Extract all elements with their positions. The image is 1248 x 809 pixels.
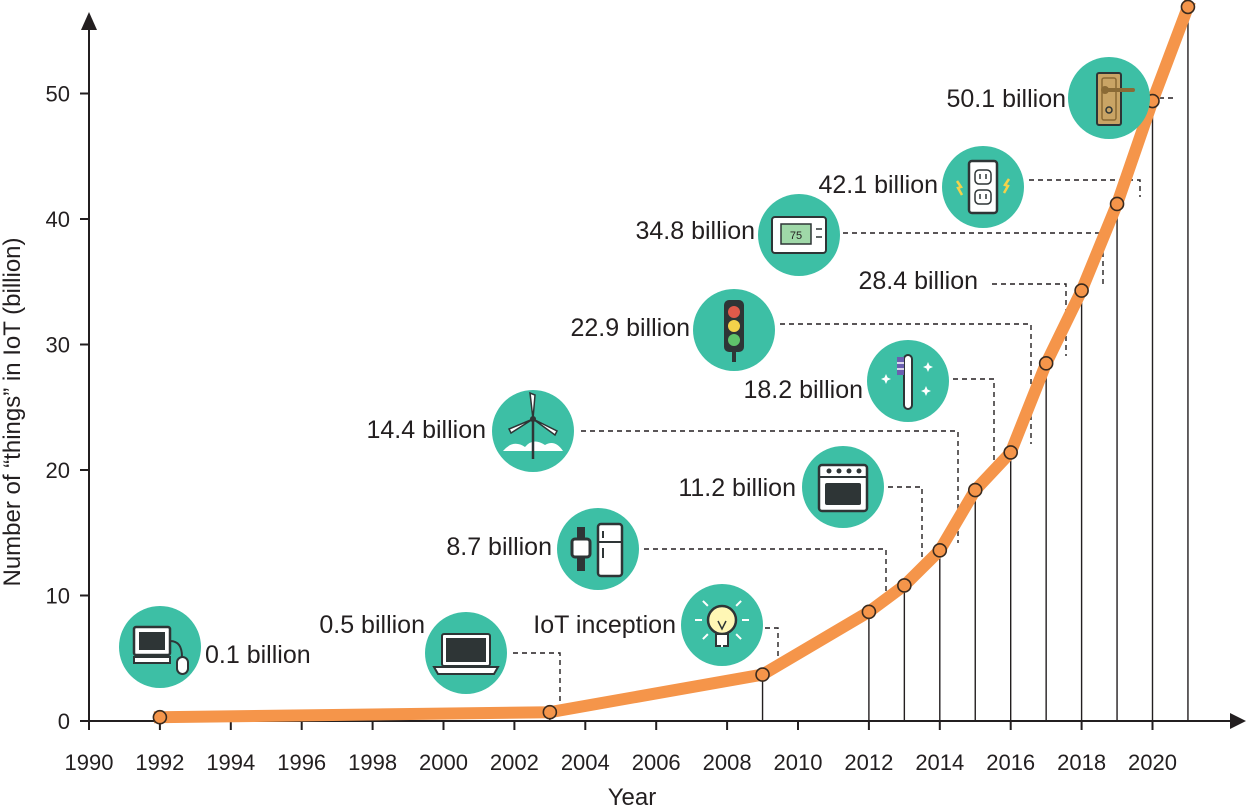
leader-line-5 — [581, 430, 959, 543]
callout-label-11: 50.1 billion — [946, 85, 1066, 113]
callout-label-1: 0.5 billion — [319, 611, 425, 639]
oven-icon — [802, 446, 884, 528]
leader-line-3 — [644, 548, 887, 603]
callout-label-9: 34.8 billion — [635, 217, 755, 245]
x-tick-label-8: 2006 — [632, 750, 681, 775]
x-tick-label-11: 2012 — [844, 750, 893, 775]
data-point-5 — [932, 543, 948, 558]
wind-turbine-icon — [492, 390, 574, 472]
data-point-6 — [967, 482, 983, 498]
leader-line-7 — [780, 323, 1032, 444]
labels-layer: 0.1 billion 0.5 billion IoT inception 8.7 b… — [205, 85, 1066, 669]
data-point-4 — [897, 578, 912, 593]
lightbulb-icon — [681, 584, 763, 666]
x-tick-label-13: 2016 — [986, 750, 1035, 775]
callout-label-2: IoT inception — [533, 611, 676, 639]
x-tick-label-4: 1998 — [348, 750, 397, 775]
callout-label-0: 0.1 billion — [205, 641, 311, 669]
toothbrush-icon — [867, 340, 949, 422]
y-tick-label-1: 10 — [46, 584, 70, 609]
leader-line-2 — [765, 627, 779, 667]
callout-label-3: 8.7 billion — [446, 533, 552, 561]
x-tick-label-6: 2002 — [490, 750, 539, 775]
callout-label-6: 18.2 billion — [743, 376, 863, 404]
x-tick-label-2: 1994 — [206, 750, 255, 775]
data-point-10 — [1109, 196, 1125, 212]
x-tick-label-1: 1992 — [135, 750, 184, 775]
x-tick-label-14: 2018 — [1057, 750, 1106, 775]
computer-mouse-icon — [119, 606, 201, 688]
axes: 1990 1992 1994 1996 1998 2000 2002 2004 2006 2008… — [46, 12, 1246, 775]
icons-layer: 75 — [119, 57, 1150, 694]
y-tick-label-4: 40 — [46, 207, 70, 232]
leader-lines — [513, 97, 1177, 703]
callout-label-4: 11.2 billion — [678, 474, 796, 502]
x-tick-label-7: 2004 — [561, 750, 610, 775]
y-tick-label-0: 0 — [58, 709, 70, 734]
leader-line-4 — [888, 486, 923, 578]
x-axis-title: Year — [608, 784, 657, 809]
x-tick-label-5: 2000 — [419, 750, 468, 775]
x-tick-label-10: 2010 — [774, 750, 823, 775]
callout-label-5: 14.4 billion — [366, 416, 486, 444]
traffic-light-icon — [693, 289, 775, 371]
series-layer — [152, 0, 1196, 725]
y-axis-arrow — [81, 12, 97, 30]
data-point-9 — [1074, 283, 1089, 298]
door-handle-icon — [1068, 57, 1150, 139]
data-point-1 — [542, 704, 558, 720]
callout-label-10: 42.1 billion — [818, 171, 938, 199]
x-tick-label-15: 2020 — [1128, 750, 1177, 775]
thermostat-reading: 75 — [790, 230, 802, 242]
data-point-12 — [1180, 0, 1196, 15]
callout-label-8: 28.4 billion — [858, 267, 978, 295]
y-axis-title: Number of “things” in IoT (billion) — [0, 237, 26, 586]
power-outlet-icon — [942, 146, 1024, 228]
leader-line-10 — [1029, 179, 1141, 197]
data-point-0 — [152, 709, 168, 725]
x-axis-arrow — [1230, 713, 1246, 729]
data-point-2 — [755, 667, 770, 682]
y-tick-label-5: 50 — [46, 82, 70, 107]
x-tick-label-3: 1996 — [277, 750, 326, 775]
data-point-7 — [1003, 445, 1019, 460]
watch-fridge-icon — [557, 508, 639, 590]
callout-label-7: 22.9 billion — [570, 314, 690, 342]
leader-line-1 — [513, 652, 561, 703]
drop-lines — [159, 6, 1189, 721]
data-point-3 — [861, 604, 877, 620]
laptop-icon — [425, 612, 507, 694]
leader-line-6 — [953, 378, 995, 481]
x-tick-label-12: 2014 — [915, 750, 964, 775]
x-tick-label-0: 1990 — [65, 750, 114, 775]
x-tick-label-9: 2008 — [703, 750, 752, 775]
thermostat-icon: 75 — [758, 194, 840, 276]
data-point-8 — [1038, 356, 1054, 371]
y-tick-label-3: 30 — [46, 333, 70, 358]
y-tick-label-2: 20 — [46, 458, 70, 483]
